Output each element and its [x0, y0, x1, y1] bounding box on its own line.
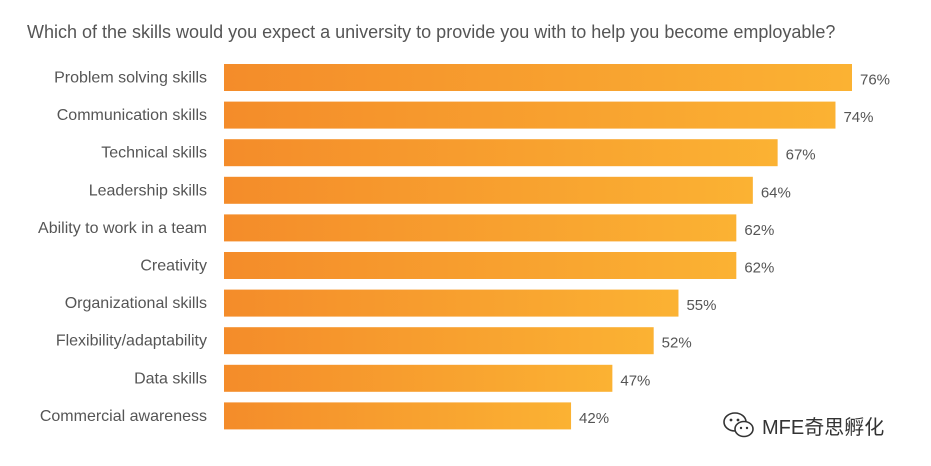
category-labels: Problem solving skills Communication skil…: [38, 70, 207, 425]
bar: [224, 64, 852, 91]
value-label: 74%: [843, 109, 873, 126]
category-label: Commercial awareness: [40, 408, 207, 425]
category-label: Technical skills: [101, 145, 207, 162]
bar: [224, 364, 613, 392]
value-label: 76%: [860, 72, 890, 89]
chart-title: Which of the skills would you expect a u…: [27, 22, 836, 42]
category-label: Creativity: [140, 258, 207, 275]
bar: [224, 402, 572, 430]
value-label: 62%: [744, 260, 774, 277]
value-label: 62%: [744, 222, 774, 239]
category-label: Ability to work in a team: [38, 220, 207, 237]
watermark: MFE奇思孵化: [722, 410, 884, 440]
bars: [224, 64, 852, 430]
value-label: 67%: [786, 147, 816, 164]
category-label: Leadership skills: [89, 182, 207, 199]
bar: [224, 327, 654, 355]
bar: [224, 252, 737, 279]
wechat-icon: [723, 412, 754, 438]
value-label: 42%: [579, 410, 609, 427]
category-label: Flexibility/adaptability: [56, 333, 207, 350]
category-label: Organizational skills: [65, 295, 207, 312]
value-label: 64%: [761, 184, 791, 201]
bar: [224, 139, 778, 167]
category-label: Data skills: [134, 370, 207, 387]
value-labels: 76% 74% 67% 64% 62% 62% 55% 52% 47% 42%: [579, 72, 890, 427]
value-label: 52%: [662, 335, 692, 352]
bar: [224, 214, 737, 242]
bar: [224, 176, 753, 204]
value-label: 55%: [686, 297, 716, 314]
watermark-text: MFE奇思孵化: [762, 416, 885, 439]
category-label: Problem solving skills: [54, 70, 207, 87]
value-label: 47%: [620, 372, 650, 389]
category-label: Communication skills: [57, 107, 207, 124]
bar: [224, 289, 679, 317]
bar: [224, 101, 836, 129]
